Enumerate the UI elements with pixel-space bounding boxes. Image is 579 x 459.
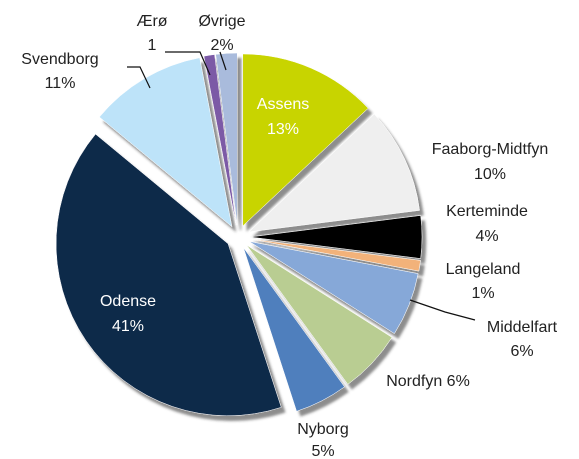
label-value: 6% <box>510 343 533 360</box>
label-value: 11% <box>45 75 76 92</box>
data-label: Nordfyn 6% <box>386 373 470 390</box>
label-value: 4% <box>475 228 498 245</box>
label-name: Assens <box>257 96 309 113</box>
leader-line <box>127 66 151 89</box>
pie <box>55 52 423 416</box>
label-value: 1% <box>471 285 494 302</box>
label-value: 10% <box>474 166 506 183</box>
pie-slice <box>248 113 420 233</box>
pie-slice <box>249 238 421 272</box>
pie-slice <box>55 133 282 416</box>
label-value: 5% <box>311 443 334 459</box>
leader-line <box>165 51 211 76</box>
pie-slice <box>99 57 233 228</box>
pie-slice <box>246 245 393 385</box>
leader-line <box>219 51 227 71</box>
label-name: Odense <box>100 293 156 310</box>
label-value: 2% <box>210 37 233 54</box>
pie-slice <box>203 54 237 226</box>
pie-slice <box>215 52 238 226</box>
pie-slice <box>249 241 419 334</box>
label-name: Nyborg <box>297 421 349 438</box>
label-name: Nordfyn <box>386 373 442 390</box>
label-name: Ærø <box>136 13 167 30</box>
label-value: 6% <box>447 373 470 390</box>
label-name: Svendborg <box>21 51 98 68</box>
label-name: Langeland <box>446 261 521 278</box>
label-name: Kerteminde <box>446 203 528 220</box>
pie-slice <box>242 53 369 227</box>
pie-slice <box>249 215 423 259</box>
label-value: 13% <box>267 121 299 138</box>
leader-line <box>409 299 476 321</box>
label-value: 41% <box>112 318 144 335</box>
pie-slice <box>243 247 345 412</box>
label-value: 1 <box>148 37 157 54</box>
label-name: Faaborg-Midtfyn <box>432 141 549 158</box>
label-name: Middelfart <box>487 319 558 336</box>
label-name: Øvrige <box>198 13 245 30</box>
